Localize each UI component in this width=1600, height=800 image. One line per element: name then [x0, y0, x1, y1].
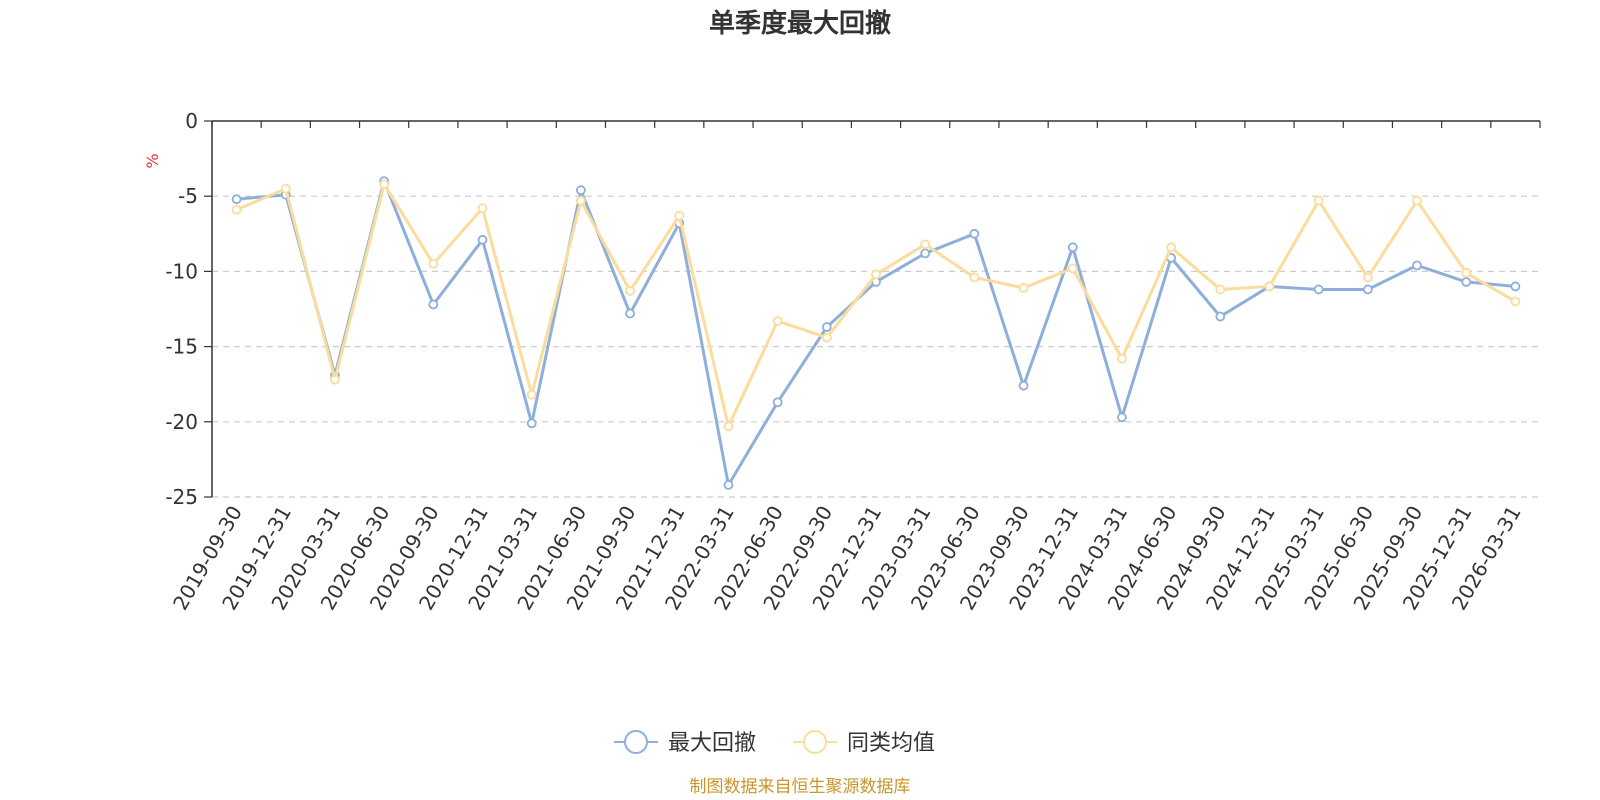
data-point — [1018, 380, 1029, 391]
data-point — [428, 299, 439, 310]
gridlines — [212, 195, 1540, 498]
y-tick-label: -5 — [178, 184, 198, 208]
data-point — [1313, 284, 1324, 295]
data-point — [1510, 296, 1521, 307]
data-point — [1461, 277, 1472, 287]
data-point — [575, 195, 586, 206]
data-point — [330, 374, 340, 385]
data-point — [1264, 281, 1275, 292]
series-line — [236, 179, 1516, 487]
data-point — [1018, 283, 1029, 293]
data-point — [920, 239, 931, 250]
data-point — [723, 480, 734, 490]
data-point — [1362, 272, 1373, 283]
data-point — [772, 316, 783, 326]
legend-label: 最大回撤 — [668, 731, 756, 756]
y-tick-label: -10 — [165, 259, 198, 283]
legend-marker-icon — [624, 730, 648, 754]
data-point — [526, 389, 537, 400]
data-point — [1067, 263, 1078, 274]
y-unit-label: % — [143, 153, 162, 168]
data-point — [1461, 268, 1472, 278]
legend-item[interactable]: 最大回撤 — [614, 730, 756, 756]
data-point — [871, 269, 881, 280]
axes: 0-5-10-15-20-252019-09-302019-12-312020-… — [165, 109, 1541, 614]
legend-marker-icon — [803, 730, 827, 754]
data-point — [477, 203, 488, 214]
series-peer-average — [231, 179, 1521, 432]
data-source-note: 制图数据来自恒生聚源数据库 — [690, 777, 911, 797]
data-point — [379, 179, 390, 190]
data-point — [625, 308, 635, 319]
chart-title: 单季度最大回撤 — [709, 8, 891, 39]
data-point — [1510, 281, 1521, 292]
data-point — [477, 234, 488, 245]
data-point — [1362, 284, 1373, 295]
data-point — [575, 185, 586, 196]
data-point — [1117, 412, 1127, 423]
series — [231, 176, 1521, 490]
y-tick-label: -25 — [165, 485, 198, 509]
data-point — [1313, 195, 1324, 206]
series-max-drawdown — [231, 176, 1521, 490]
y-tick-label: -15 — [165, 335, 198, 359]
y-tick-label: 0 — [185, 109, 198, 133]
legend[interactable]: 最大回撤 同类均值 — [614, 730, 935, 756]
data-point — [526, 418, 537, 429]
data-point — [280, 183, 291, 194]
data-point — [1067, 242, 1078, 253]
legend-item[interactable]: 同类均值 — [793, 730, 935, 756]
data-point — [231, 194, 242, 205]
data-point — [625, 286, 635, 296]
data-point — [428, 258, 439, 269]
data-point — [1215, 311, 1226, 322]
data-point — [821, 322, 832, 332]
data-point — [1215, 284, 1226, 295]
data-point — [1117, 353, 1127, 364]
data-point — [1412, 260, 1422, 271]
data-point — [231, 204, 242, 215]
data-point — [969, 272, 980, 283]
data-point — [723, 421, 734, 432]
series-line — [236, 182, 1517, 428]
data-point — [1166, 242, 1177, 253]
data-point — [1412, 195, 1422, 206]
y-tick-label: -20 — [165, 410, 198, 434]
data-point — [772, 397, 783, 408]
legend-label: 同类均值 — [847, 731, 935, 756]
data-point — [920, 248, 931, 259]
data-point — [969, 228, 980, 239]
data-point — [674, 210, 685, 221]
data-point — [821, 332, 832, 343]
